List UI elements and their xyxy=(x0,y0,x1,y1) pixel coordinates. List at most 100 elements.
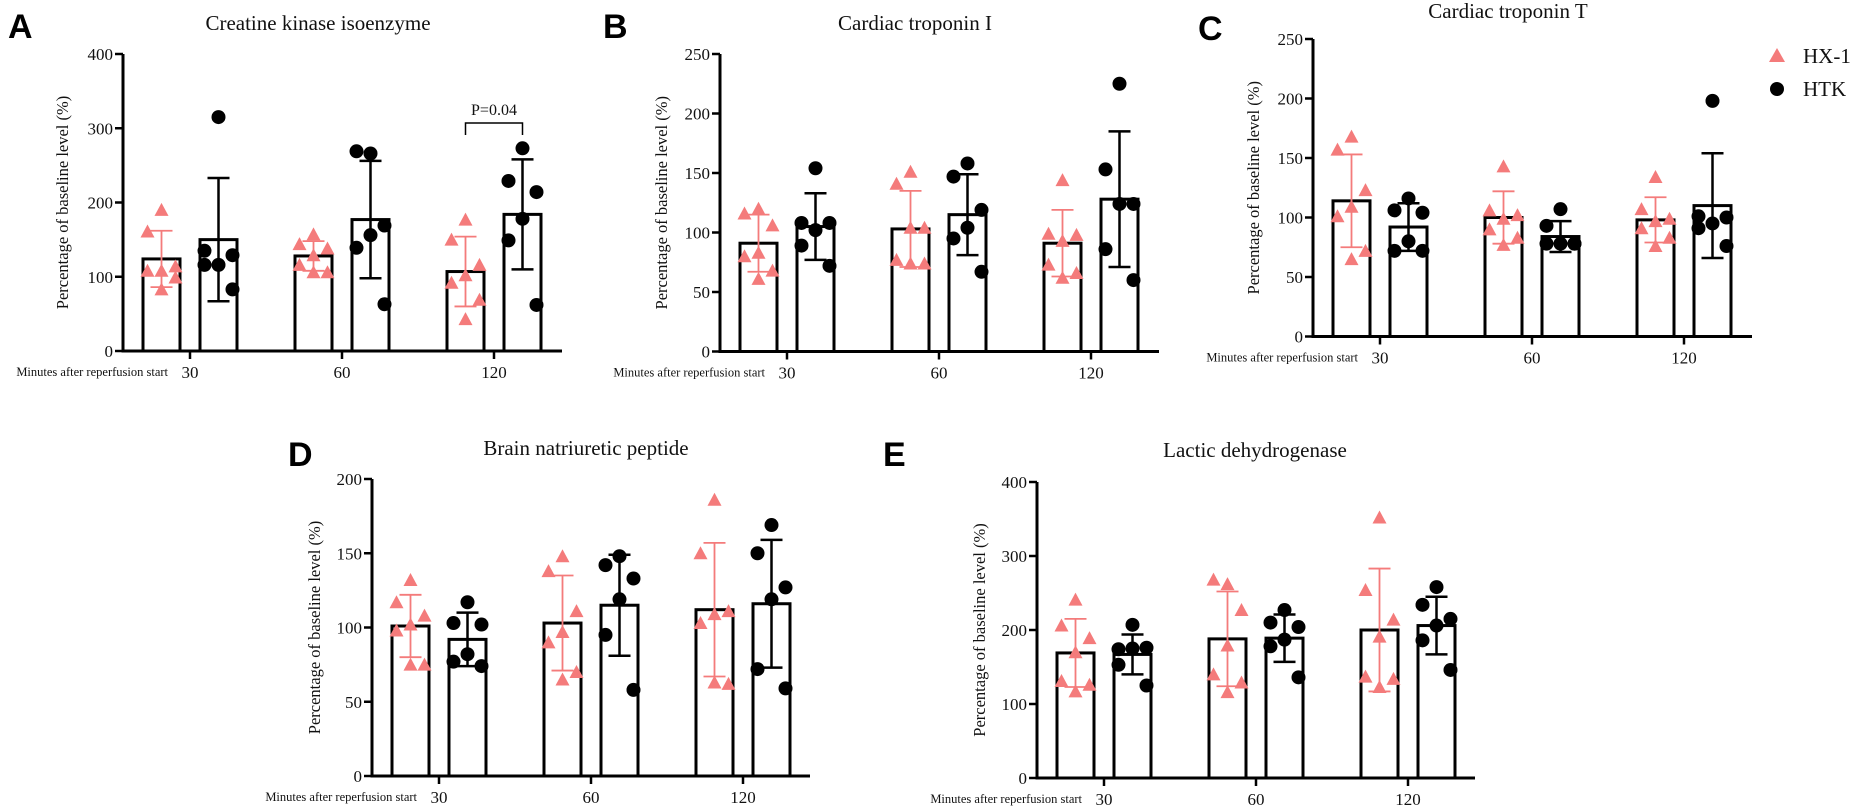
data-point-htk xyxy=(598,627,613,642)
data-point-htk xyxy=(501,233,516,248)
data-point-hx1 xyxy=(472,292,487,306)
x-axis-caption: Minutes after reperfusion start xyxy=(265,790,417,804)
data-point-hx1 xyxy=(917,220,932,234)
data-point-htk xyxy=(778,580,793,595)
data-point-htk xyxy=(1277,603,1292,618)
data-point-hx1 xyxy=(737,249,752,263)
data-point-hx1 xyxy=(541,635,556,649)
data-point-htk xyxy=(1539,218,1554,233)
data-point-hx1 xyxy=(693,546,708,560)
data-point-hx1 xyxy=(1068,592,1083,606)
data-point-hx1 xyxy=(1055,270,1070,284)
data-point-hx1 xyxy=(444,275,459,289)
data-point-hx1 xyxy=(1082,677,1097,691)
data-point-htk xyxy=(1415,243,1430,258)
data-point-htk xyxy=(211,257,226,272)
data-point-htk xyxy=(822,215,837,230)
data-point-htk xyxy=(1553,236,1568,251)
data-point-htk xyxy=(750,546,765,561)
data-point-hx1 xyxy=(306,227,321,241)
data-point-hx1 xyxy=(693,616,708,630)
data-point-hx1 xyxy=(1220,638,1235,652)
data-point-htk xyxy=(626,571,641,586)
data-point-hx1 xyxy=(1069,265,1084,279)
data-point-hx1 xyxy=(1069,227,1084,241)
data-point-hx1 xyxy=(306,265,321,279)
data-point-hx1 xyxy=(444,232,459,246)
data-point-hx1 xyxy=(320,265,335,279)
data-point-htk xyxy=(1719,210,1734,225)
data-point-hx1 xyxy=(1496,159,1511,173)
data-point-htk xyxy=(974,202,989,217)
data-point-hx1 xyxy=(1055,173,1070,187)
panel-letter: A xyxy=(8,8,33,46)
y-tick-label: 0 xyxy=(702,343,711,362)
panel-title: Creatine kinase isoenzyme xyxy=(205,11,430,35)
data-point-htk xyxy=(1098,162,1113,177)
y-tick-label: 200 xyxy=(1002,621,1028,640)
y-tick-label: 100 xyxy=(88,268,114,287)
y-axis-label: Percentage of baseline level (%) xyxy=(53,96,72,309)
panel-c: C Cardiac troponin T Percentage of baselin… xyxy=(1198,0,1752,368)
data-point-htk xyxy=(808,223,823,238)
data-point-hx1 xyxy=(1510,230,1525,244)
data-point-hx1 xyxy=(765,218,780,232)
x-tick-label: 30 xyxy=(1372,349,1389,368)
data-point-htk xyxy=(501,173,516,188)
data-point-htk xyxy=(1263,639,1278,654)
data-point-htk xyxy=(750,662,765,677)
data-point-htk xyxy=(446,616,461,631)
x-tick-label: 60 xyxy=(334,363,351,382)
data-point-hx1 xyxy=(292,237,307,251)
data-point-hx1 xyxy=(389,595,404,609)
data-point-htk xyxy=(1429,580,1444,595)
data-point-htk xyxy=(1691,209,1706,224)
data-point-hx1 xyxy=(1386,612,1401,626)
y-tick-label: 50 xyxy=(693,283,710,302)
panel-d: D Brain natriuretic peptide Percentage of … xyxy=(265,436,810,807)
legend-marker-htk xyxy=(1770,82,1784,96)
y-axis-label: Percentage of baseline level (%) xyxy=(652,96,671,309)
y-tick-label: 300 xyxy=(88,119,114,138)
x-axis-caption: Minutes after reperfusion start xyxy=(930,792,1082,806)
data-point-htk xyxy=(225,282,240,297)
data-point-htk xyxy=(377,218,392,233)
x-tick-label: 30 xyxy=(431,788,448,807)
data-point-htk xyxy=(377,297,392,312)
data-point-hx1 xyxy=(1648,170,1663,184)
y-axis-label: Percentage of baseline level (%) xyxy=(305,521,324,734)
data-point-htk xyxy=(1126,273,1141,288)
data-point-hx1 xyxy=(917,256,932,270)
data-point-hx1 xyxy=(1234,675,1249,689)
data-point-hx1 xyxy=(168,259,183,273)
data-point-htk xyxy=(1112,196,1127,211)
x-tick-label: 120 xyxy=(1671,349,1697,368)
y-axis-label: Percentage of baseline level (%) xyxy=(970,523,989,736)
data-point-htk xyxy=(363,146,378,161)
panel-a: A Creatine kinase isoenzyme Percentage of … xyxy=(8,8,562,382)
data-point-hx1 xyxy=(1372,510,1387,524)
y-tick-label: 0 xyxy=(354,767,363,786)
data-point-htk xyxy=(529,185,544,200)
data-point-htk xyxy=(1401,234,1416,249)
data-point-hx1 xyxy=(541,564,556,578)
y-tick-label: 400 xyxy=(88,45,114,64)
panel-title: Cardiac troponin I xyxy=(838,11,992,35)
data-point-hx1 xyxy=(1358,183,1373,197)
y-tick-label: 250 xyxy=(685,45,711,64)
data-point-hx1 xyxy=(1234,603,1249,617)
data-point-hx1 xyxy=(140,224,155,238)
data-point-htk xyxy=(946,231,961,246)
data-point-htk xyxy=(197,257,212,272)
data-point-htk xyxy=(1263,615,1278,630)
panel-letter: C xyxy=(1198,10,1223,48)
data-point-hx1 xyxy=(1358,243,1373,257)
data-point-htk xyxy=(1705,93,1720,108)
x-tick-label: 60 xyxy=(931,364,948,383)
y-axis-label: Percentage of baseline level (%) xyxy=(1244,81,1263,294)
p-value-label: P=0.04 xyxy=(471,102,517,119)
y-tick-label: 150 xyxy=(337,544,363,563)
data-point-htk xyxy=(529,297,544,312)
panel-title: Brain natriuretic peptide xyxy=(483,436,688,460)
